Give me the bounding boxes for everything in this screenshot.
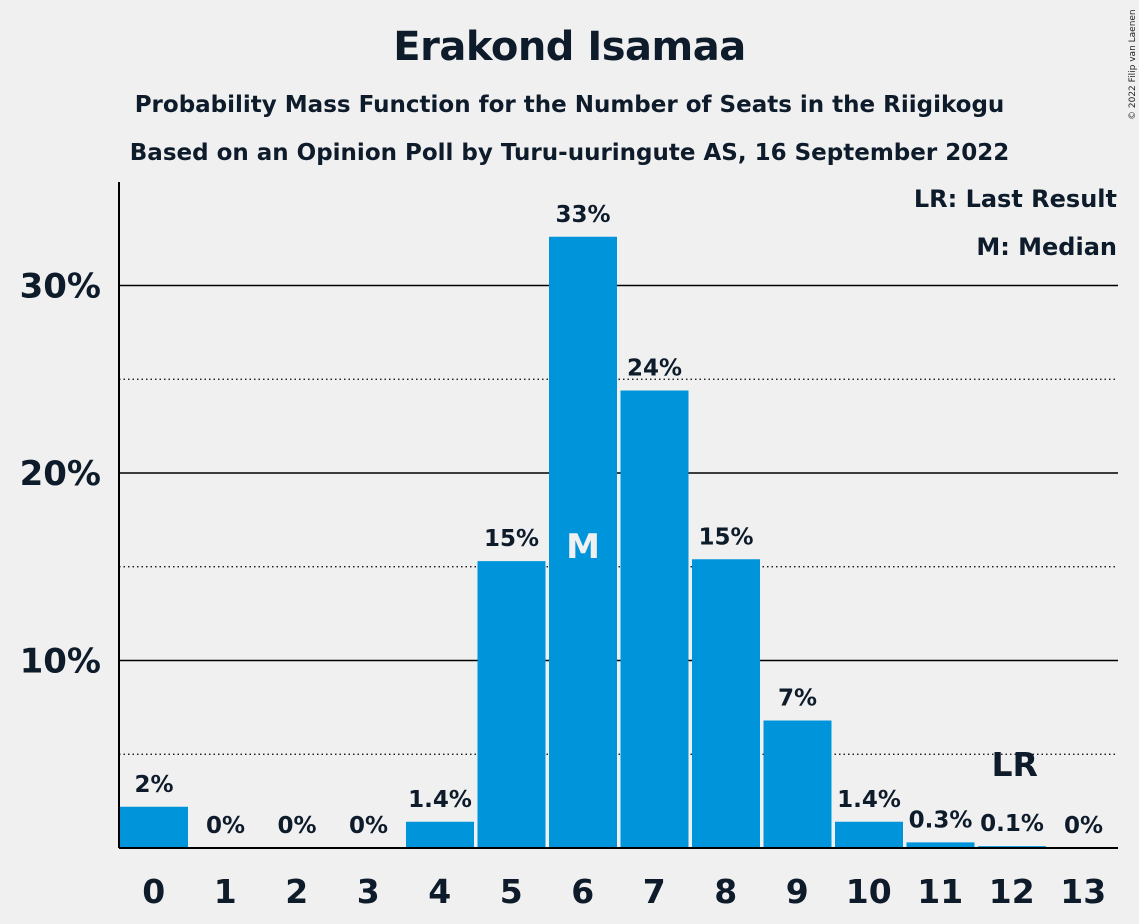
x-tick-label-9: 9: [786, 872, 809, 911]
bar-value-label-0: 2%: [134, 772, 173, 798]
x-tick-label-3: 3: [357, 872, 380, 911]
bar-value-label-1: 0%: [206, 813, 245, 839]
bar-0: [120, 806, 188, 848]
bar-value-label-13: 0%: [1064, 813, 1103, 839]
x-tick-label-11: 11: [917, 872, 963, 911]
x-tick-label-13: 13: [1060, 872, 1106, 911]
chart-subtitle-2: Based on an Opinion Poll by Turu-uuringu…: [129, 140, 1010, 166]
bar-8: [692, 559, 760, 848]
bar-9: [763, 720, 832, 848]
bar-value-label-2: 0%: [277, 813, 316, 839]
x-tick-label-0: 0: [142, 872, 165, 911]
median-marker: M: [566, 527, 600, 567]
bar-value-label-3: 0%: [349, 813, 388, 839]
bar-6: [549, 236, 617, 848]
y-tick-label-1: 20%: [20, 454, 101, 494]
bar-5: [477, 561, 546, 848]
bar-value-label-10: 1.4%: [837, 787, 901, 813]
x-tick-label-5: 5: [500, 872, 523, 911]
bar-value-label-9: 7%: [778, 686, 817, 712]
bar-value-label-6: 33%: [555, 202, 610, 228]
chart-title: Erakond Isamaa: [393, 24, 746, 70]
x-tick-label-1: 1: [214, 872, 237, 911]
y-tick-label-0: 10%: [20, 642, 101, 682]
bar-10: [835, 821, 903, 848]
bar-11: [906, 842, 975, 848]
chart-subtitle-1: Probability Mass Function for the Number…: [134, 92, 1005, 118]
x-tick-label-2: 2: [285, 872, 308, 911]
bar-value-label-8: 15%: [698, 524, 753, 550]
legend-last-result: LR: Last Result: [913, 185, 1117, 213]
bar-value-label-5: 15%: [484, 526, 539, 552]
x-tick-label-4: 4: [428, 872, 451, 911]
bar-value-label-4: 1.4%: [408, 787, 472, 813]
legend-median: M: Median: [976, 233, 1117, 261]
x-tick-label-12: 12: [989, 872, 1035, 911]
y-tick-label-2: 30%: [20, 267, 101, 307]
bar-value-label-11: 0.3%: [909, 807, 973, 833]
x-tick-label-6: 6: [571, 872, 594, 911]
x-tick-label-10: 10: [846, 872, 892, 911]
x-tick-label-8: 8: [714, 872, 737, 911]
bar-4: [406, 821, 474, 848]
x-tick-label-7: 7: [643, 872, 666, 911]
bar-7: [620, 390, 689, 848]
bar-value-label-12: 0.1%: [980, 811, 1044, 837]
bar-value-label-7: 24%: [627, 356, 682, 382]
last-result-marker: LR: [992, 745, 1038, 784]
